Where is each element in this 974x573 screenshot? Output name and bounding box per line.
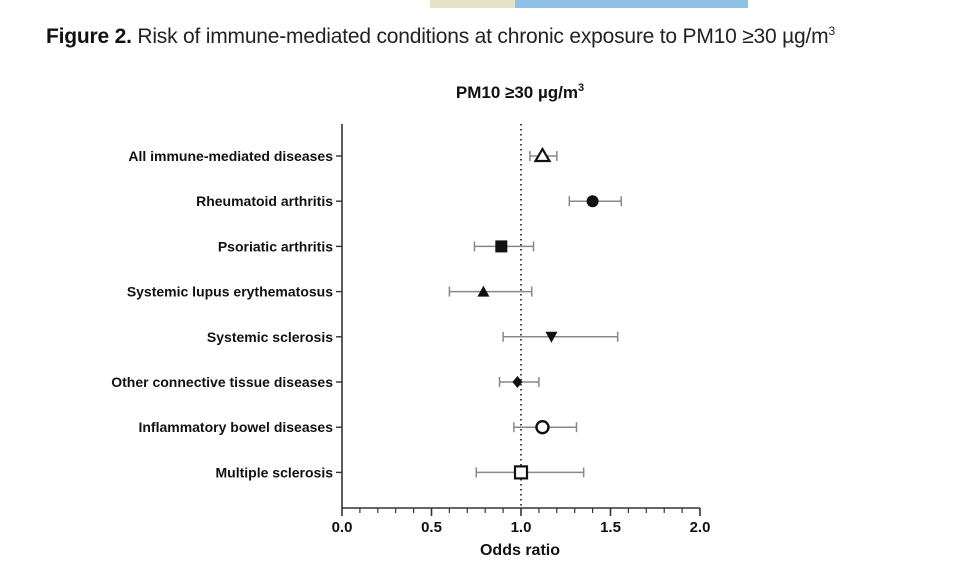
x-tick-label: 1.0 — [511, 519, 532, 536]
estimate-marker — [495, 240, 508, 253]
figure-caption-text: Risk of immune-mediated conditions at ch… — [131, 25, 829, 48]
category-label: All immune-mediated diseases — [128, 148, 333, 164]
top-image-strip-right — [515, 0, 748, 8]
estimate-marker — [586, 195, 599, 208]
estimate-marker — [513, 465, 529, 480]
estimate-marker — [533, 146, 552, 163]
plot-layer: 0.0 0.5 1.0 1.5 2.0 All immune-mediated disea… — [111, 124, 710, 536]
category-label: Other connective tissue diseases — [111, 374, 333, 390]
chart-title-superscript: 3 — [578, 82, 584, 94]
x-axis-label: Odds ratio — [480, 542, 560, 559]
figure-caption: Figure 2. Risk of immune-mediated condit… — [46, 24, 835, 49]
estimate-marker — [535, 420, 550, 435]
category-label: Systemic sclerosis — [207, 329, 333, 345]
category-label: Systemic lupus erythematosus — [127, 284, 333, 300]
chart-title: PM10 ≥30 µg/m3 — [456, 82, 584, 102]
figure-caption-superscript: 3 — [828, 24, 835, 38]
top-image-strip-left — [430, 0, 515, 8]
estimate-marker — [512, 376, 523, 388]
x-tick-label: 0.0 — [332, 519, 353, 536]
estimate-marker — [477, 285, 490, 297]
x-tick-label: 1.5 — [600, 519, 621, 536]
figure-label: Figure 2. — [46, 25, 132, 48]
category-label: Inflammatory bowel diseases — [138, 419, 333, 435]
category-label: Multiple sclerosis — [216, 464, 334, 480]
category-label: Rheumatoid arthritis — [196, 193, 333, 209]
x-tick-label: 2.0 — [690, 519, 711, 536]
category-label: Psoriatic arthritis — [218, 238, 333, 254]
x-tick-label: 0.5 — [421, 519, 442, 536]
estimate-marker — [545, 331, 558, 343]
